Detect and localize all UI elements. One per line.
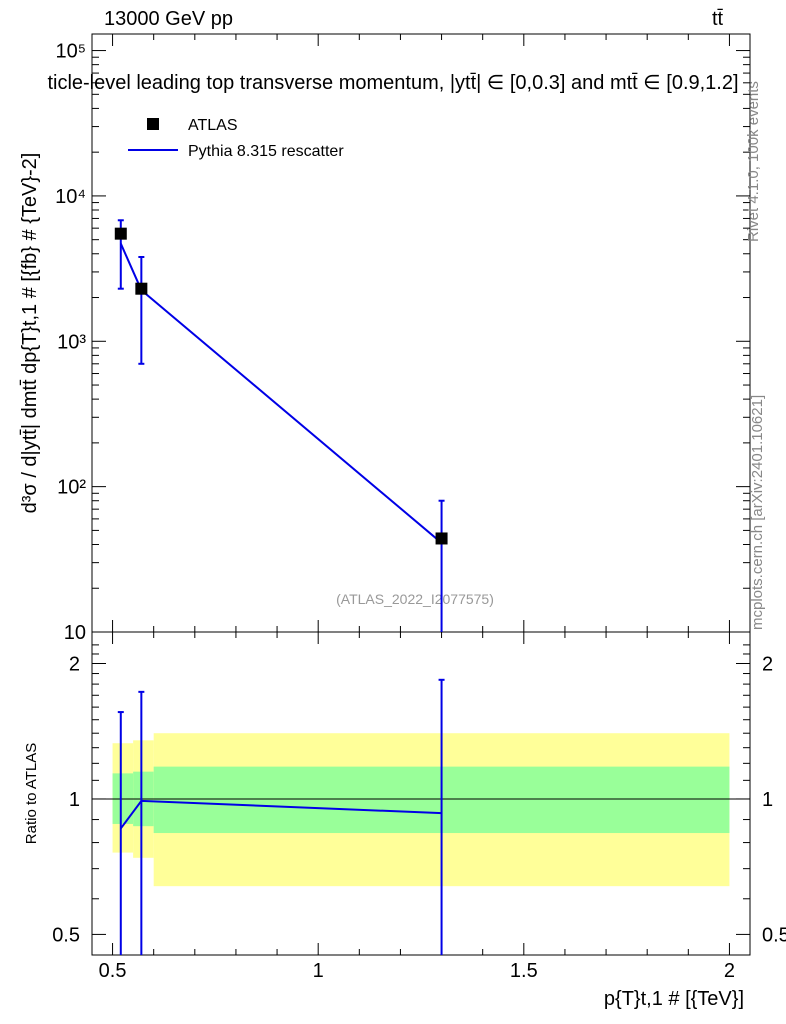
main-y-tick-label-1000: 10³ [57, 331, 86, 353]
legend-label-atlas: ATLAS [188, 117, 238, 134]
ratio-y-tick-label-l-2: 2 [69, 654, 80, 676]
legend-label-pythia: Pythia 8.315 rescatter [188, 143, 344, 160]
main-y-tick-label-100000: 10⁵ [55, 41, 86, 63]
analysis-watermark: (ATLAS_2022_I2077575) [336, 591, 494, 607]
x-tick-label-0.5: 0.5 [99, 960, 127, 982]
mcplots-label: mcplots.cern.ch [arXiv:2401.10621] [749, 394, 766, 630]
plot-title: ticle-level leading top transverse momen… [47, 72, 739, 94]
ratio-y-tick-label-l-1: 1 [69, 789, 80, 811]
main-y-tick-label-10000: 10⁴ [55, 186, 86, 208]
ratio-y-axis-title: Ratio to ATLAS [23, 743, 40, 844]
main-y-axis-title: d³σ / d|ytt̄| dmtt̄ dp{T}t,1 # [{fb} # {… [19, 153, 41, 514]
ratio-y-tick-label-r-0.5: 0.5 [762, 924, 786, 946]
x-tick-label-2: 2 [724, 960, 735, 982]
ratio-y-tick-label-r-2: 2 [762, 654, 773, 676]
main-y-tick-label-10: 10 [64, 622, 86, 644]
x-tick-label-1.5: 1.5 [510, 960, 538, 982]
ratio-y-tick-label-r-1: 1 [762, 789, 773, 811]
main-y-tick-label-100: 10² [57, 477, 86, 499]
x-axis-title: p{T}t,1 # [{TeV}] [604, 988, 744, 1010]
pythia-curve [119, 243, 443, 544]
rivet-label: Rivet 4.1.0, 100k events [745, 81, 762, 242]
collision-label: 13000 GeV pp [104, 8, 233, 30]
data-point-1 [135, 282, 148, 295]
ratio-frame [91, 631, 751, 956]
data-point-0 [114, 227, 127, 240]
data-point-2 [435, 532, 448, 545]
process-label: tt̄ [712, 8, 724, 30]
ratio-y-tick-label-l-0.5: 0.5 [52, 924, 80, 946]
legend-marker-atlas [147, 118, 159, 130]
x-tick-label-1: 1 [313, 960, 324, 982]
